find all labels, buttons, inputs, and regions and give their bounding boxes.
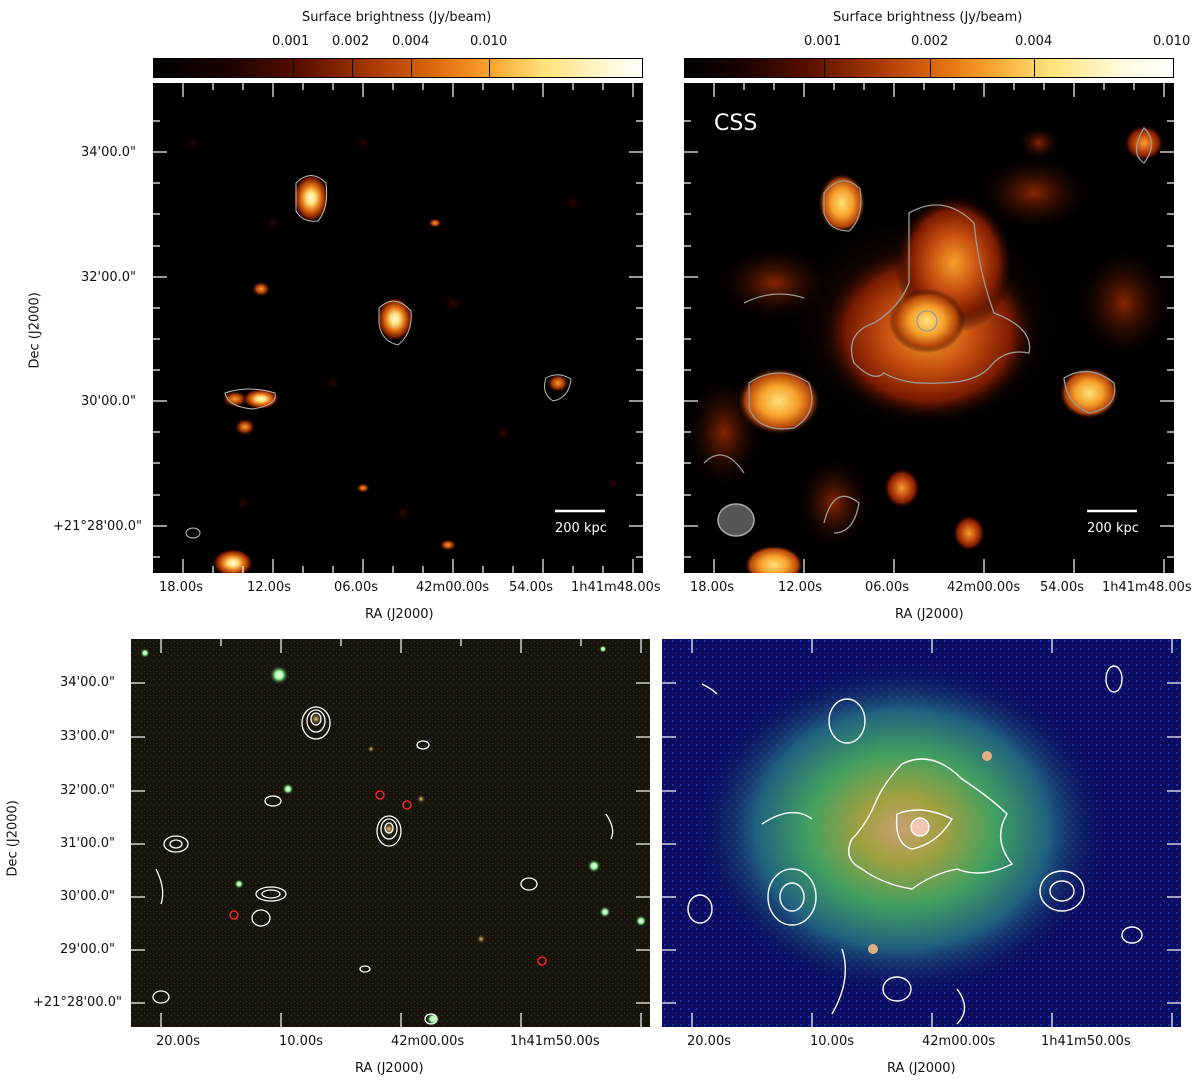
- dec-tick-bottom-1: 33'00.0": [60, 729, 116, 744]
- ra-tick-tr-3: 42m00.00s: [947, 580, 1021, 595]
- ra-tick-tr-2: 06.00s: [865, 580, 909, 595]
- ra-tick-br-1: 10.00s: [810, 1034, 854, 1049]
- colorbar-tick-right-1: 0.001: [804, 34, 842, 49]
- noise-speckles: [185, 134, 621, 523]
- x-axis-label-tr: RA (J2000): [895, 607, 964, 622]
- dec-tick-bottom-0: 34'00.0": [60, 675, 116, 690]
- ra-tick-tl-5: 1h41m48.00s: [571, 580, 661, 595]
- scalebar-label-top-left: 200 kpc: [555, 521, 607, 536]
- xray-image-panel-bottom-right: [662, 639, 1181, 1027]
- ra-tick-br-3: 1h41m50.00s: [1041, 1034, 1131, 1049]
- x-axis-label-br: RA (J2000): [887, 1061, 956, 1076]
- radio-image-panel-top-right: CSS 200 kpc: [684, 83, 1174, 573]
- panel-label-css: CSS: [714, 111, 758, 136]
- dec-tick-bottom-4: 30'00.0": [60, 889, 116, 904]
- colorbar-tick-right-3: 0.004: [1015, 34, 1053, 49]
- colorbar-title-left: Surface brightness (Jy/beam): [302, 10, 492, 25]
- colorbar-tick-left-1: 0.001: [272, 34, 310, 49]
- colorbar-tick-left-4: 0.010: [470, 34, 508, 49]
- ra-tick-tl-3: 42m00.00s: [416, 580, 490, 595]
- colorbar-tick-right-4: 0.010: [1153, 34, 1191, 49]
- colorbar-title-right: Surface brightness (Jy/beam): [833, 10, 1023, 25]
- dec-tick-bottom-3: 31'00.0": [60, 836, 116, 851]
- ra-tick-tr-0: 18.00s: [690, 580, 734, 595]
- x-axis-label-tl: RA (J2000): [365, 607, 434, 622]
- dec-tick-bottom-5: 29'00.0": [60, 942, 116, 957]
- x-axis-label-bl: RA (J2000): [355, 1061, 424, 1076]
- dec-tick-bottom-6: +21°28'00.0": [33, 995, 122, 1010]
- ra-tick-tl-4: 54.00s: [509, 580, 553, 595]
- y-axis-label-bottom: Dec (J2000): [5, 800, 21, 877]
- radio-image-panel-top-left: 200 kpc: [153, 83, 643, 573]
- ra-tick-br-2: 42m00.00s: [922, 1034, 996, 1049]
- colorbar-tick-left-2: 0.002: [332, 34, 370, 49]
- colorbar-tick-left-3: 0.004: [392, 34, 430, 49]
- dec-tick-top-3: +21°28'00.0": [53, 519, 142, 534]
- scalebar-label-top-right: 200 kpc: [1087, 521, 1139, 536]
- ra-tick-tl-0: 18.00s: [159, 580, 203, 595]
- ra-tick-tl-1: 12.00s: [247, 580, 291, 595]
- colorbar-tick-right-2: 0.002: [911, 34, 949, 49]
- ra-tick-tr-5: 1h41m48.00s: [1102, 580, 1192, 595]
- dec-tick-top-2: 30'00.0": [81, 394, 137, 409]
- ra-tick-tr-1: 12.00s: [778, 580, 822, 595]
- ra-tick-tl-2: 06.00s: [334, 580, 378, 595]
- colorbar-left: [153, 58, 643, 78]
- ra-tick-bl-2: 42m00.00s: [391, 1034, 465, 1049]
- dec-tick-top-0: 34'00.0": [81, 145, 137, 160]
- y-axis-label-top: Dec (J2000): [27, 292, 43, 369]
- ra-tick-br-0: 20.00s: [687, 1034, 731, 1049]
- dec-tick-top-1: 32'00.0": [81, 270, 137, 285]
- dec-tick-bottom-2: 32'00.0": [60, 783, 116, 798]
- ra-tick-bl-0: 20.00s: [156, 1034, 200, 1049]
- ra-tick-bl-3: 1h41m50.00s: [510, 1034, 600, 1049]
- ra-tick-bl-1: 10.00s: [279, 1034, 323, 1049]
- ra-tick-tr-4: 54.00s: [1040, 580, 1084, 595]
- colorbar-right: [684, 58, 1174, 78]
- optical-image-panel-bottom-left: [131, 639, 650, 1027]
